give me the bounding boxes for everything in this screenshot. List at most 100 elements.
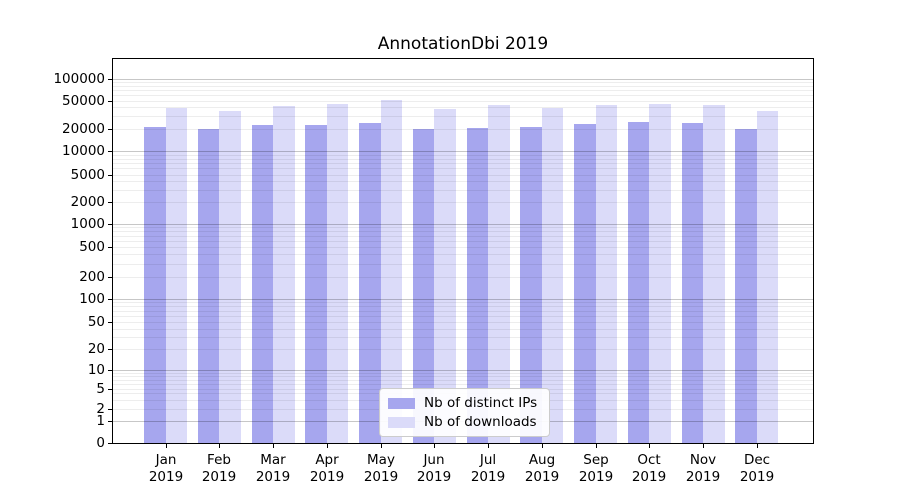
y-tick-label: 2 xyxy=(96,401,105,417)
gridline-minor xyxy=(113,101,813,102)
x-tick-mark xyxy=(434,444,435,448)
gridline-minor xyxy=(113,231,813,232)
gridline-minor xyxy=(113,116,813,117)
y-tick-label: 1000 xyxy=(70,216,105,232)
gridline-minor xyxy=(113,247,813,248)
gridline-minor xyxy=(113,95,813,96)
gridline-minor xyxy=(113,236,813,237)
x-tick-label-sep: Sep 2019 xyxy=(578,452,614,485)
gridline-minor xyxy=(113,155,813,156)
gridline-minor xyxy=(113,168,813,169)
x-tick-mark xyxy=(381,444,382,448)
y-tick-label: 20 xyxy=(87,341,105,357)
y-tick-label: 0 xyxy=(96,435,105,451)
x-tick-label-feb: Feb 2019 xyxy=(201,452,237,485)
y-tick-label: 50000 xyxy=(62,93,105,109)
gridline-minor xyxy=(113,316,813,317)
y-tick-label: 1 xyxy=(96,413,105,429)
gridline-minor xyxy=(113,349,813,350)
x-tick-mark xyxy=(219,444,220,448)
y-tick-label: 5000 xyxy=(70,167,105,183)
bar-ips-apr xyxy=(305,125,327,443)
bar-ips-feb xyxy=(197,129,220,443)
gridline-minor xyxy=(113,86,813,87)
y-tick-mark xyxy=(108,202,112,203)
bar-ips-jun xyxy=(412,129,435,443)
x-tick-mark xyxy=(488,444,489,448)
bar-ips-jul xyxy=(466,128,489,443)
bar-ips-mar xyxy=(251,125,274,443)
y-tick-mark xyxy=(108,151,112,152)
y-tick-label: 200 xyxy=(79,269,105,285)
gridline-minor xyxy=(113,329,813,330)
bar-downloads-oct xyxy=(649,104,671,443)
y-tick-mark xyxy=(108,79,112,80)
x-tick-label-nov: Nov 2019 xyxy=(685,452,721,485)
y-tick-mark xyxy=(108,129,112,130)
legend-swatch-downloads xyxy=(388,416,415,428)
bar-ips-nov xyxy=(681,123,704,443)
bar-downloads-mar xyxy=(273,106,295,443)
gridline-minor xyxy=(113,90,813,91)
y-tick-label: 10000 xyxy=(62,143,105,159)
gridline-major xyxy=(113,370,813,371)
x-tick-mark xyxy=(273,444,274,448)
bar-downloads-nov xyxy=(703,104,725,443)
chart-title: AnnotationDbi 2019 xyxy=(377,34,549,54)
x-tick-label-may: May 2019 xyxy=(363,452,399,485)
y-tick-mark xyxy=(108,277,112,278)
plot-area: Nb of distinct IPs Nb of downloads xyxy=(112,58,814,444)
gridline-minor xyxy=(113,337,813,338)
gridline-minor xyxy=(113,306,813,307)
x-tick-label-aug: Aug 2019 xyxy=(524,452,560,485)
x-tick-label-jun: Jun 2019 xyxy=(416,452,452,485)
gridline-minor xyxy=(113,322,813,323)
legend-swatch-ips xyxy=(388,397,415,409)
legend-entry-ips: Nb of distinct IPs xyxy=(388,396,537,410)
bar-downloads-feb xyxy=(219,111,241,443)
y-tick-label: 50 xyxy=(87,314,105,330)
x-tick-mark xyxy=(649,444,650,448)
y-tick-label: 20000 xyxy=(62,121,105,137)
bar-downloads-jul xyxy=(488,105,510,443)
y-tick-mark xyxy=(108,443,112,444)
x-tick-mark xyxy=(166,444,167,448)
x-tick-label-oct: Oct 2019 xyxy=(631,452,667,485)
y-tick-label: 2000 xyxy=(70,194,105,210)
legend-label-downloads: Nb of downloads xyxy=(424,414,537,430)
legend-entry-downloads: Nb of downloads xyxy=(388,415,537,429)
y-tick-mark xyxy=(108,370,112,371)
y-tick-mark xyxy=(108,389,112,390)
x-tick-label-jul: Jul 2019 xyxy=(470,452,506,485)
y-tick-mark xyxy=(108,349,112,350)
y-tick-mark xyxy=(108,224,112,225)
gridline-minor xyxy=(113,254,813,255)
gridline-major xyxy=(113,79,813,80)
gridline-minor xyxy=(113,277,813,278)
y-tick-mark xyxy=(108,175,112,176)
gridline-minor xyxy=(113,129,813,130)
gridline-major xyxy=(113,151,813,152)
x-tick-label-dec: Dec 2019 xyxy=(739,452,775,485)
legend: Nb of distinct IPs Nb of downloads xyxy=(379,388,551,437)
y-tick-mark xyxy=(108,322,112,323)
gridline-minor xyxy=(113,373,813,374)
y-tick-mark xyxy=(108,409,112,410)
gridline-minor xyxy=(113,384,813,385)
bar-ips-oct xyxy=(627,122,650,443)
gridline-minor xyxy=(113,202,813,203)
gridline-minor xyxy=(113,82,813,83)
bar-downloads-sep xyxy=(595,105,618,443)
x-tick-mark xyxy=(757,444,758,448)
x-tick-label-jan: Jan 2019 xyxy=(148,452,184,485)
gridline-minor xyxy=(113,107,813,108)
gridline-minor xyxy=(113,190,813,191)
x-tick-label-apr: Apr 2019 xyxy=(309,452,345,485)
x-tick-mark xyxy=(703,444,704,448)
gridline-minor xyxy=(113,159,813,160)
gridline-minor xyxy=(113,241,813,242)
y-tick-label: 10 xyxy=(87,362,105,378)
gridline-minor xyxy=(113,181,813,182)
bar-downloads-may xyxy=(380,99,403,443)
